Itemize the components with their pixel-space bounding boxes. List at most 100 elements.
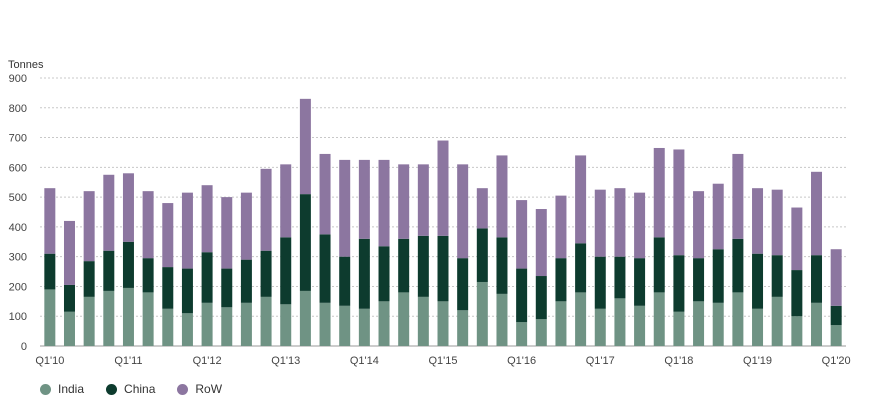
- bar-segment-china: [83, 261, 95, 297]
- bar-segment-india: [319, 302, 331, 346]
- bar-segment-india: [496, 293, 508, 346]
- x-tick-label: Q1'10: [35, 355, 64, 367]
- bar-segment-row: [496, 155, 508, 238]
- bar-segment-row: [752, 188, 764, 254]
- y-axis-ticks: 0 100 200 300 400 500 600 700 800 900: [9, 73, 27, 353]
- bar-segment-china: [299, 194, 311, 291]
- bar-segment-india: [732, 292, 744, 346]
- legend-label: India: [58, 382, 85, 396]
- legend-item-china: China: [106, 382, 155, 396]
- bar-segment-china: [201, 252, 213, 303]
- bar-segment-china: [398, 238, 410, 293]
- bar-segment-india: [63, 311, 75, 346]
- bar-segment-row: [830, 249, 842, 306]
- bar-segment-india: [122, 287, 134, 346]
- bar-segment-india: [771, 296, 783, 346]
- bar-segment-china: [575, 243, 587, 293]
- x-tick-label: Q1'17: [586, 355, 615, 367]
- y-tick-label: 600: [9, 162, 27, 174]
- bar-segment-row: [142, 191, 154, 259]
- bar-segment-india: [516, 322, 528, 346]
- bar-segment-china: [752, 253, 764, 309]
- bar-segment-india: [555, 301, 567, 346]
- bar-segment-china: [358, 238, 370, 309]
- bar-segment-row: [201, 185, 213, 253]
- bar-segment-china: [594, 256, 606, 309]
- bar-segment-india: [575, 292, 587, 346]
- y-tick-label: 800: [9, 103, 27, 115]
- bar-segment-row: [575, 155, 587, 244]
- bar-segment-china: [791, 270, 803, 317]
- bar-segment-china: [535, 276, 547, 320]
- y-tick-label: 0: [21, 341, 27, 353]
- legend-label: RoW: [195, 382, 223, 396]
- bar-segment-india: [712, 302, 724, 346]
- bar-segment-row: [63, 220, 75, 285]
- bar-segment-india: [634, 305, 646, 346]
- bar-segment-china: [673, 255, 685, 312]
- x-tick-label: Q1'11: [114, 355, 142, 367]
- bar-segment-china: [122, 241, 134, 288]
- bar-segment-india: [476, 281, 488, 346]
- legend-label: China: [124, 382, 156, 396]
- bar-segment-india: [752, 308, 764, 346]
- y-tick-label: 400: [9, 222, 27, 234]
- bar-segment-india: [240, 302, 252, 346]
- bar-segment-china: [771, 255, 783, 297]
- bar-segment-india: [103, 290, 115, 346]
- bar-segment-china: [712, 249, 724, 303]
- bar-segment-row: [673, 149, 685, 256]
- bar-segment-row: [476, 188, 488, 229]
- bar-segment-china: [221, 268, 233, 308]
- x-tick-label: Q1'13: [271, 355, 300, 367]
- bar-segment-india: [594, 308, 606, 346]
- bar-segment-india: [614, 298, 626, 346]
- bar-segment-china: [457, 258, 469, 311]
- bar-segment-india: [280, 304, 292, 346]
- x-axis-ticks: Q1'10 Q1'11 Q1'12 Q1'13 Q1'14 Q1'15 Q1'16 Q1'17…: [35, 355, 850, 367]
- bar-segment-china: [496, 237, 508, 294]
- bar-segment-row: [398, 164, 410, 239]
- bar-segment-row: [732, 153, 744, 239]
- bar-segment-row: [103, 174, 115, 251]
- y-tick-label: 700: [9, 133, 27, 145]
- bar-segment-row: [634, 192, 646, 259]
- x-tick-label: Q1'18: [664, 355, 693, 367]
- bar-segment-china: [339, 256, 351, 306]
- bar-segment-india: [378, 301, 390, 346]
- bar-segment-china: [44, 253, 56, 290]
- y-tick-label: 300: [9, 252, 27, 264]
- bar-segment-row: [162, 203, 174, 268]
- x-tick-label: Q1'14: [350, 355, 379, 367]
- bar-segment-row: [378, 159, 390, 247]
- bar-segment-india: [221, 307, 233, 346]
- bar-segment-row: [811, 171, 823, 256]
- bar-segment-row: [299, 98, 311, 195]
- bar-segment-china: [142, 258, 154, 293]
- bar-segment-row: [614, 188, 626, 257]
- bar-segment-row: [339, 159, 351, 257]
- y-tick-label: 900: [9, 73, 27, 85]
- bar-segment-china: [417, 235, 429, 297]
- bar-segment-india: [142, 292, 154, 346]
- bar-segment-india: [201, 302, 213, 346]
- bar-segment-india: [437, 301, 449, 346]
- bar-segment-china: [732, 238, 744, 293]
- y-tick-label: 200: [9, 281, 27, 293]
- bar-segment-india: [358, 308, 370, 346]
- bar-segment-row: [437, 140, 449, 236]
- bar-segment-india: [260, 296, 272, 346]
- bar-segment-row: [555, 195, 567, 259]
- bar-segment-china: [614, 256, 626, 299]
- bar-segment-row: [653, 147, 665, 238]
- bar-segment-row: [358, 159, 370, 239]
- bar-segment-india: [811, 302, 823, 346]
- bar-segment-india: [339, 305, 351, 346]
- bar-segment-china: [653, 237, 665, 293]
- bar-segment-row: [791, 207, 803, 271]
- bar-segment-row: [693, 191, 705, 259]
- bar-segment-row: [319, 153, 331, 235]
- bar-segment-china: [260, 250, 272, 297]
